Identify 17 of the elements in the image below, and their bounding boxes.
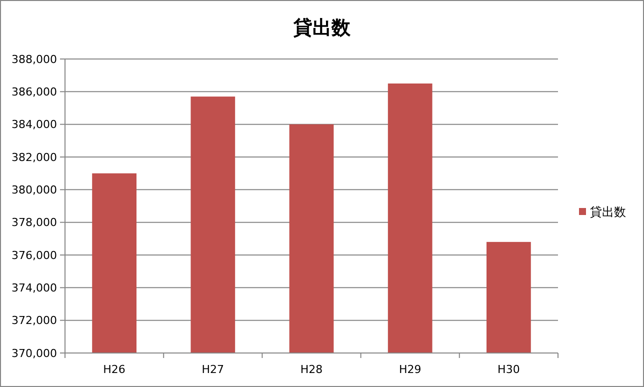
x-tick-label: H28 xyxy=(300,363,323,376)
y-tick-label: 384,000 xyxy=(12,118,57,132)
y-tick-label: 374,000 xyxy=(12,282,57,295)
y-tick-label: 370,000 xyxy=(12,346,57,360)
y-tick-label: 378,000 xyxy=(12,216,57,230)
y-tick-label: 388,000 xyxy=(12,52,57,66)
y-tick-label: 382,000 xyxy=(12,150,57,164)
y-tick-label: 376,000 xyxy=(12,248,57,262)
x-tick-label: H26 xyxy=(103,363,126,376)
y-tick-label: 386,000 xyxy=(12,86,57,99)
legend-label: 貸出数 xyxy=(590,205,626,220)
x-tick-label: H29 xyxy=(398,363,422,376)
x-tick-label: H27 xyxy=(202,363,224,376)
x-tick-label: H30 xyxy=(498,363,520,376)
y-tick-label: 380,000 xyxy=(12,184,57,197)
chart-title: 貸出数 xyxy=(292,17,352,39)
y-tick-label: 372,000 xyxy=(12,314,57,328)
